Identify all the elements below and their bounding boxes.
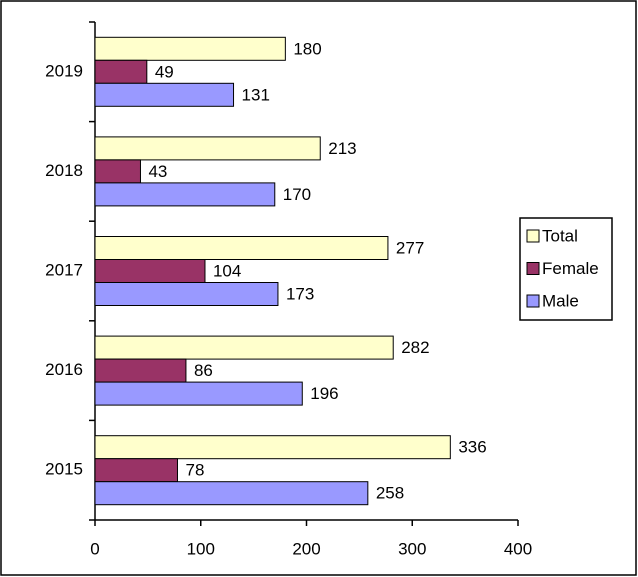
legend-label: Female	[542, 259, 599, 278]
legend-label: Total	[542, 226, 578, 245]
y-tick-label: 2015	[45, 460, 83, 479]
bar	[94, 282, 279, 306]
x-tick-label: 400	[504, 539, 532, 558]
data-label: 43	[148, 162, 167, 181]
y-tick-label: 2018	[45, 161, 83, 180]
data-label: 86	[194, 361, 213, 380]
data-label: 78	[185, 461, 204, 480]
bar	[94, 381, 303, 406]
y-tick-label: 2016	[45, 360, 83, 379]
bar	[94, 481, 369, 506]
data-label: 104	[213, 261, 241, 280]
legend-swatch	[526, 229, 540, 243]
x-tick-label: 200	[292, 539, 320, 558]
data-label: 173	[286, 284, 314, 303]
y-tick-label: 2019	[45, 61, 83, 80]
bar	[94, 136, 321, 161]
bar	[94, 36, 286, 61]
bar	[94, 358, 187, 383]
data-label: 131	[242, 85, 270, 104]
bar	[94, 182, 276, 207]
x-tick-label: 100	[187, 539, 215, 558]
bar	[94, 435, 451, 460]
y-tick-label: 2017	[45, 260, 83, 279]
data-label: 170	[283, 185, 311, 204]
bar	[94, 82, 235, 107]
data-label: 282	[401, 338, 429, 357]
data-label: 258	[376, 484, 404, 503]
legend-swatch	[526, 294, 540, 308]
bar	[94, 259, 206, 283]
data-label: 196	[310, 384, 338, 403]
data-label: 336	[458, 438, 486, 457]
x-tick-label: 300	[398, 539, 426, 558]
data-label: 49	[155, 62, 174, 81]
data-label: 180	[293, 39, 321, 58]
bar	[94, 335, 394, 360]
bar	[94, 458, 178, 483]
bar	[94, 159, 141, 184]
bar	[94, 59, 148, 84]
legend-swatch	[526, 262, 540, 275]
data-label: 277	[396, 238, 424, 257]
data-label: 213	[328, 139, 356, 158]
x-tick-label: 0	[90, 539, 99, 558]
bar	[94, 236, 389, 260]
legend-label: Male	[542, 291, 579, 310]
